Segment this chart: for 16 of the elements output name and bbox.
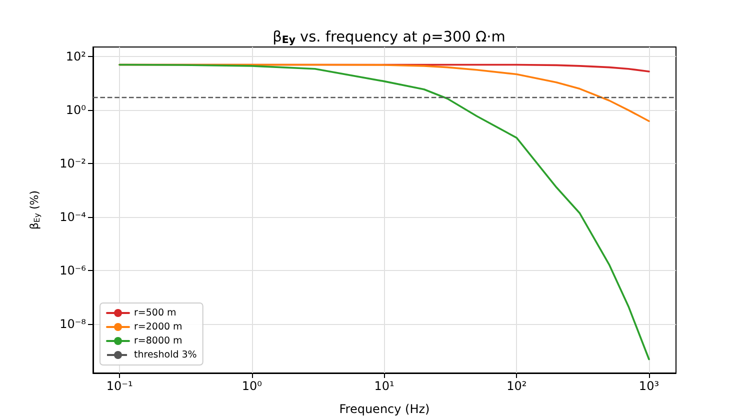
y-tick-label: 10⁰ [66, 103, 86, 118]
legend-label: r=2000 m [134, 322, 182, 332]
x-tick-label: 10⁻¹ [106, 379, 133, 393]
y-tick-label: 10⁻⁴ [60, 210, 86, 224]
legend-label: r=8000 m [134, 336, 182, 346]
y-tick-label: 10² [66, 50, 86, 64]
y-tick-label: 10⁻⁶ [60, 264, 86, 278]
x-tick-label: 10² [506, 379, 527, 393]
x-tick-label: 10⁰ [242, 379, 262, 393]
legend-label: r=500 m [134, 308, 176, 318]
y-tick-label: 10⁻² [60, 156, 86, 171]
y-tick-label: 10⁻⁸ [60, 317, 86, 332]
x-tick-label: 10¹ [374, 379, 394, 393]
x-tick-label: 10³ [638, 379, 660, 393]
legend-label: threshold 3% [134, 350, 197, 360]
x-axis-title: Frequency (Hz) [339, 402, 430, 416]
